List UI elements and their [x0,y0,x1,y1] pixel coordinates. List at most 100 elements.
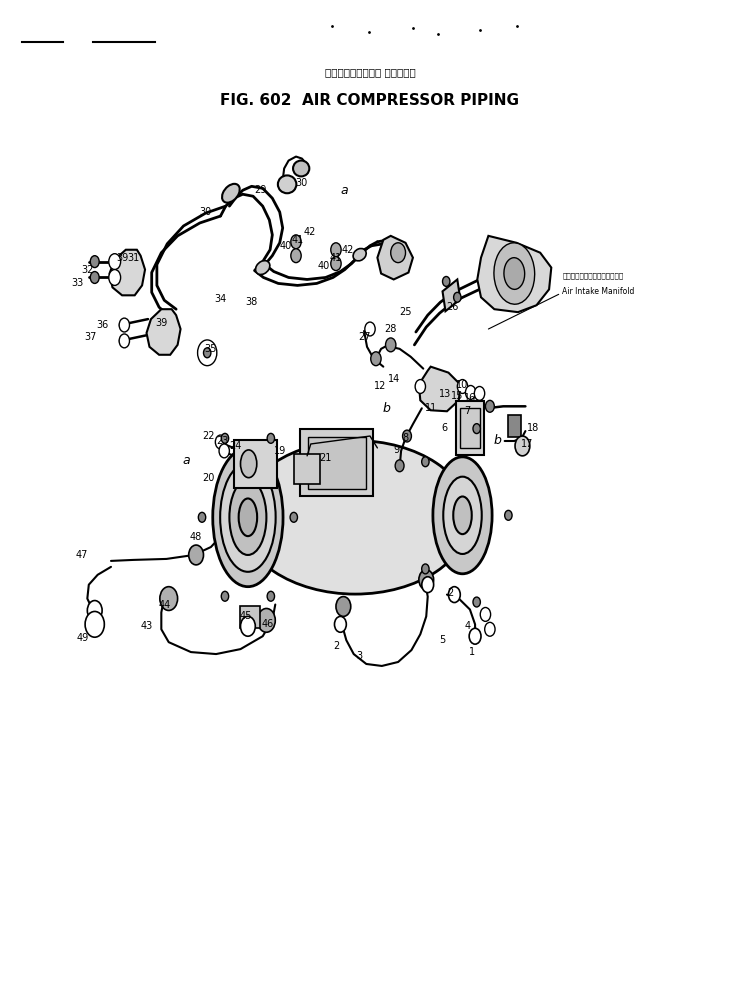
Text: 8: 8 [403,433,408,443]
Ellipse shape [221,463,275,572]
Text: 21: 21 [320,453,332,463]
Text: 24: 24 [229,441,241,451]
Circle shape [443,276,450,286]
Bar [234,440,277,488]
Ellipse shape [453,496,472,534]
Text: 23: 23 [216,436,228,446]
Text: 32: 32 [81,265,93,275]
Circle shape [267,592,275,602]
Text: b: b [494,434,501,448]
Circle shape [386,338,396,352]
Text: 40: 40 [280,241,292,251]
Circle shape [258,608,275,632]
Text: 20: 20 [203,473,215,483]
Text: 39: 39 [116,253,128,263]
Text: 47: 47 [75,550,87,560]
Circle shape [331,243,341,257]
Circle shape [469,628,481,644]
Text: 27: 27 [358,332,370,342]
Text: 34: 34 [215,294,226,304]
Circle shape [371,352,381,366]
Ellipse shape [238,498,258,536]
Ellipse shape [240,450,257,478]
Circle shape [204,348,211,358]
Circle shape [198,512,206,522]
Text: 22: 22 [203,431,215,441]
Text: 44: 44 [158,600,170,609]
Ellipse shape [240,440,470,595]
Circle shape [422,457,429,467]
Bar [240,606,260,628]
Circle shape [473,597,480,606]
Polygon shape [477,236,551,312]
Text: 25: 25 [400,307,411,317]
Text: 4: 4 [465,621,471,631]
Text: 46: 46 [262,619,274,629]
Circle shape [473,424,480,434]
Circle shape [419,570,434,590]
Bar [300,429,373,496]
Bar [308,437,366,489]
Text: 33: 33 [72,278,84,288]
Circle shape [215,435,226,449]
Circle shape [415,380,425,393]
Circle shape [198,340,217,366]
Text: 13: 13 [440,389,451,399]
Text: 40: 40 [318,261,330,271]
Ellipse shape [222,183,240,203]
Polygon shape [147,309,181,355]
Circle shape [505,510,512,520]
Text: 31: 31 [127,253,139,263]
Text: 45: 45 [240,611,252,621]
Circle shape [391,243,406,263]
Circle shape [189,545,204,565]
Circle shape [457,380,468,393]
Text: 49: 49 [77,633,89,643]
Circle shape [485,400,494,412]
Circle shape [90,256,99,268]
Circle shape [160,587,178,610]
Circle shape [90,272,99,283]
Bar [508,415,521,437]
Text: 41: 41 [330,253,342,263]
Text: 2: 2 [447,588,453,598]
Ellipse shape [255,261,270,275]
Polygon shape [377,236,413,279]
Text: 17: 17 [521,439,533,449]
Text: 3: 3 [356,651,362,661]
Ellipse shape [443,477,482,554]
Text: 38: 38 [246,297,258,307]
Circle shape [221,592,229,602]
Circle shape [109,270,121,285]
Circle shape [485,622,495,636]
Circle shape [365,322,375,336]
Text: 15: 15 [451,391,463,401]
Circle shape [422,577,434,593]
Text: 11: 11 [425,403,437,413]
Text: 2: 2 [334,641,340,651]
Polygon shape [443,279,460,311]
Circle shape [87,601,102,620]
Text: 30: 30 [296,178,308,188]
Ellipse shape [278,175,296,193]
Text: 7: 7 [465,406,471,416]
Circle shape [422,564,429,574]
Text: 30: 30 [200,207,212,217]
Circle shape [448,587,460,603]
Text: a: a [340,183,348,197]
Bar [460,408,480,448]
Polygon shape [419,367,460,411]
Text: 9: 9 [394,445,400,455]
Text: 16: 16 [464,393,476,403]
Circle shape [267,433,275,443]
Text: 48: 48 [190,532,202,542]
Circle shape [291,249,301,263]
Text: 6: 6 [441,423,447,433]
Circle shape [290,512,297,522]
Circle shape [291,235,301,249]
Text: 41: 41 [292,235,303,245]
Circle shape [240,616,255,636]
Text: 42: 42 [342,245,354,255]
Ellipse shape [504,258,525,289]
Circle shape [219,444,229,458]
